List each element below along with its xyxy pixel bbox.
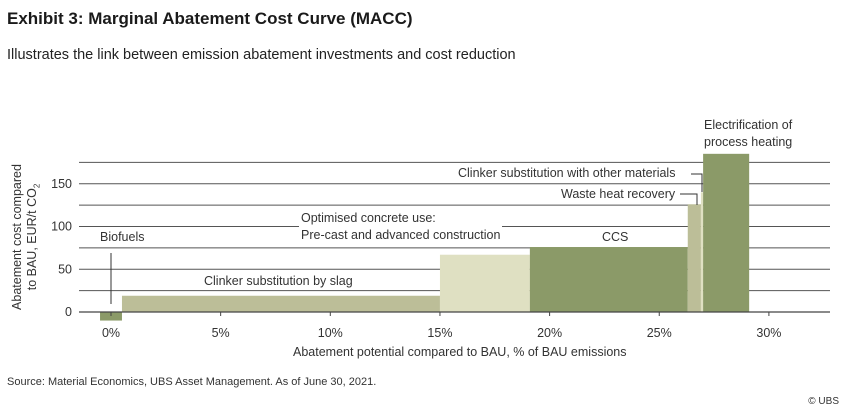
bar-3 — [529, 247, 688, 312]
bar-2 — [439, 254, 530, 312]
chart-subtitle: Illustrates the link between emission ab… — [7, 47, 516, 63]
label-electrification: Electrification of process heating — [702, 117, 795, 151]
y-tick-label: 50 — [58, 262, 72, 276]
label-clinker-other: Clinker substitution with other material… — [456, 165, 678, 182]
bar-0 — [100, 312, 122, 321]
y-tick-label: 0 — [65, 305, 72, 319]
x-tick-label: 30% — [756, 326, 781, 340]
leader-clinker-other — [691, 173, 703, 192]
label-waste-heat: Waste heat recovery — [559, 186, 678, 203]
label-ccs: CCS — [600, 229, 631, 246]
bar-4 — [687, 204, 701, 312]
leader-waste-heat — [680, 193, 698, 205]
y-axis-label: Abatement cost compared to BAU, EUR/t CO2 — [9, 164, 42, 310]
x-axis-label: Abatement potential compared to BAU, % o… — [293, 345, 627, 359]
bar-5 — [700, 192, 704, 312]
y-tick-label: 100 — [51, 220, 72, 234]
x-tick-label: 20% — [537, 326, 562, 340]
x-tick-label: 10% — [318, 326, 343, 340]
x-tick-label: 0% — [102, 326, 120, 340]
label-clinker-slag: Clinker substitution by slag — [202, 273, 355, 290]
y-tick-label: 150 — [51, 177, 72, 191]
label-biofuels: Biofuels — [98, 229, 147, 246]
x-tick-label: 25% — [647, 326, 672, 340]
bar-1 — [121, 295, 440, 312]
chart-title: Exhibit 3: Marginal Abatement Cost Curve… — [7, 9, 413, 28]
copyright: © UBS — [808, 396, 839, 407]
source-note: Source: Material Economics, UBS Asset Ma… — [7, 376, 377, 388]
bar-6 — [703, 153, 750, 312]
x-tick-label: 5% — [212, 326, 230, 340]
label-optimised-concrete: Optimised concrete use: Pre-cast and adva… — [299, 210, 503, 244]
x-tick-label: 15% — [427, 326, 452, 340]
